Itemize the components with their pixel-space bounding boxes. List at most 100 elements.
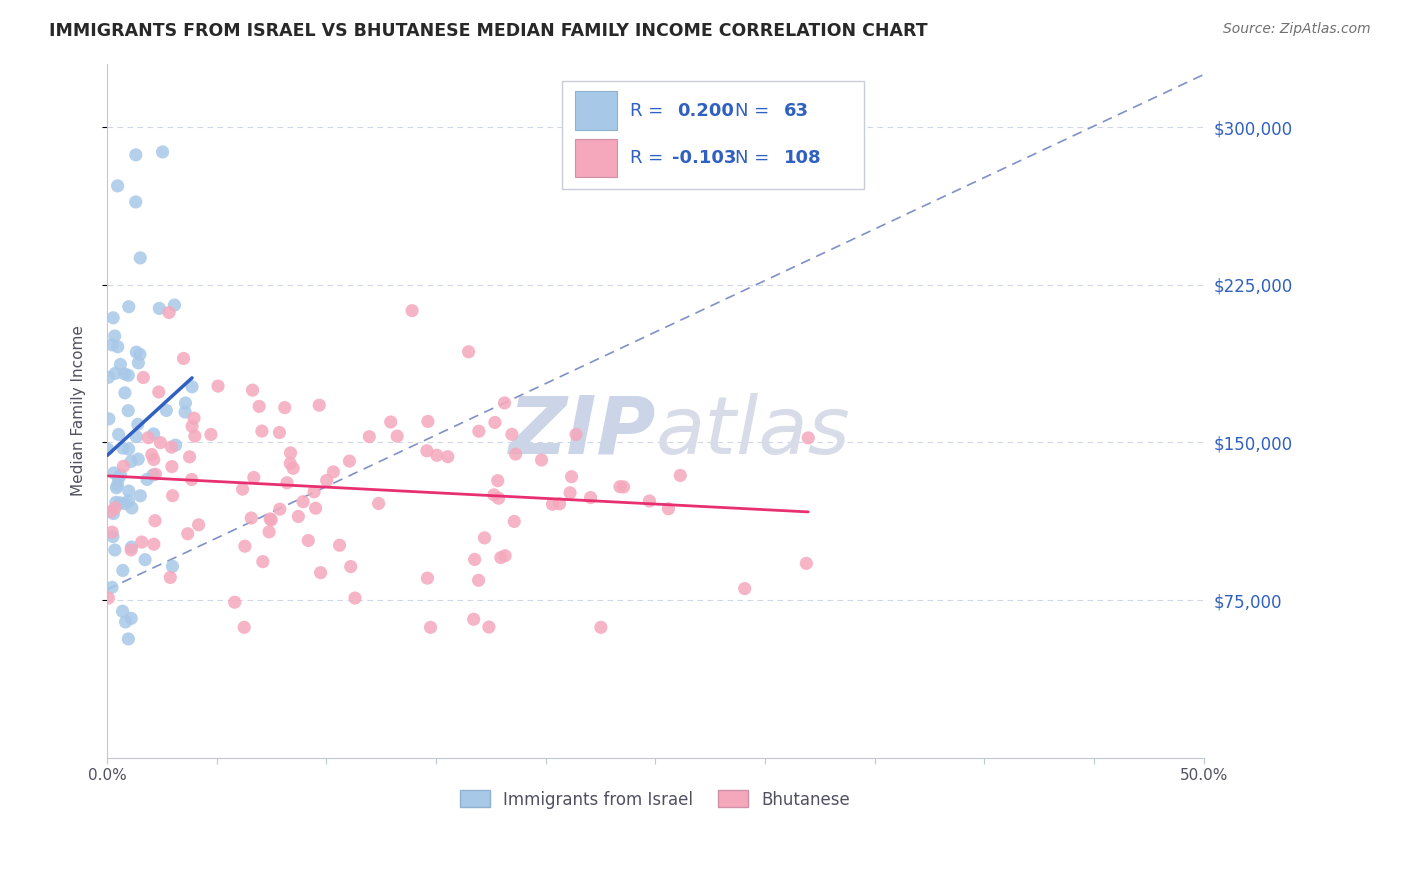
Point [243, 470, 266, 484]
Point [259, 512, 281, 526]
Point [541, 497, 564, 511]
Point [796, 557, 818, 571]
Point [162, 559, 184, 574]
Point [136, 472, 159, 486]
Point [233, 539, 256, 553]
Point [117, 368, 139, 383]
Point [339, 559, 361, 574]
Point [343, 591, 366, 605]
Text: R =: R = [630, 102, 669, 120]
Point [101, 338, 124, 352]
Point [117, 403, 139, 417]
Point [276, 475, 298, 490]
Point [163, 298, 186, 312]
Point [121, 540, 143, 554]
Point [104, 367, 127, 381]
Point [181, 380, 204, 394]
Legend: Immigrants from Israel, Bhutanese: Immigrants from Israel, Bhutanese [454, 784, 858, 815]
Point [505, 447, 527, 461]
Point [103, 507, 125, 521]
Point [107, 340, 129, 354]
Point [207, 379, 229, 393]
Point [107, 472, 129, 486]
Point [97, 442, 120, 456]
Point [105, 481, 128, 495]
Point [380, 415, 402, 429]
Point [482, 488, 505, 502]
Point [132, 370, 155, 384]
Point [339, 454, 361, 468]
Point [734, 582, 756, 596]
Point [148, 384, 170, 399]
Point [129, 489, 152, 503]
Point [416, 443, 439, 458]
Point [118, 300, 141, 314]
Point [530, 453, 553, 467]
Point [292, 494, 315, 508]
Point [120, 611, 142, 625]
Point [474, 531, 496, 545]
Point [401, 303, 423, 318]
Point [669, 468, 692, 483]
Point [315, 474, 337, 488]
Text: R =: R = [630, 149, 669, 167]
Point [111, 441, 134, 455]
Point [155, 403, 177, 417]
Point [233, 620, 256, 634]
Point [145, 467, 167, 482]
Point [141, 448, 163, 462]
Point [269, 425, 291, 440]
Point [287, 509, 309, 524]
Point [464, 552, 486, 566]
Point [367, 496, 389, 510]
Point [183, 411, 205, 425]
Text: IMMIGRANTS FROM ISRAEL VS BHUTANESE MEDIAN FAMILY INCOME CORRELATION CHART: IMMIGRANTS FROM ISRAEL VS BHUTANESE MEDI… [49, 22, 928, 40]
Point [104, 329, 127, 343]
Point [110, 358, 132, 372]
Point [104, 495, 127, 509]
Point [309, 566, 332, 580]
Point [558, 486, 581, 500]
Point [112, 459, 135, 474]
Point [180, 473, 202, 487]
Point [609, 480, 631, 494]
Point [297, 533, 319, 548]
Point [260, 513, 283, 527]
Point [478, 620, 501, 634]
Point [467, 574, 489, 588]
Point [252, 555, 274, 569]
Point [181, 419, 204, 434]
Point [121, 500, 143, 515]
Point [184, 429, 207, 443]
Point [173, 351, 195, 366]
Point [359, 430, 381, 444]
FancyBboxPatch shape [562, 81, 863, 189]
Point [104, 543, 127, 558]
Text: N =: N = [735, 102, 775, 120]
Point [134, 552, 156, 566]
Point [176, 526, 198, 541]
Point [385, 429, 408, 443]
Point [120, 542, 142, 557]
Point [187, 517, 209, 532]
Point [281, 461, 304, 475]
Point [494, 396, 516, 410]
Point [484, 416, 506, 430]
Text: 108: 108 [783, 149, 821, 167]
Point [416, 571, 439, 585]
FancyBboxPatch shape [575, 138, 617, 177]
Point [463, 612, 485, 626]
FancyBboxPatch shape [575, 92, 617, 129]
Point [489, 550, 512, 565]
Point [159, 570, 181, 584]
Point [101, 310, 124, 325]
Point [101, 525, 124, 540]
Point [657, 501, 679, 516]
Point [548, 497, 571, 511]
Y-axis label: Median Family Income: Median Family Income [72, 326, 86, 496]
Point [104, 500, 127, 515]
Point [174, 405, 197, 419]
Point [486, 474, 509, 488]
Point [797, 431, 820, 445]
Point [148, 301, 170, 316]
